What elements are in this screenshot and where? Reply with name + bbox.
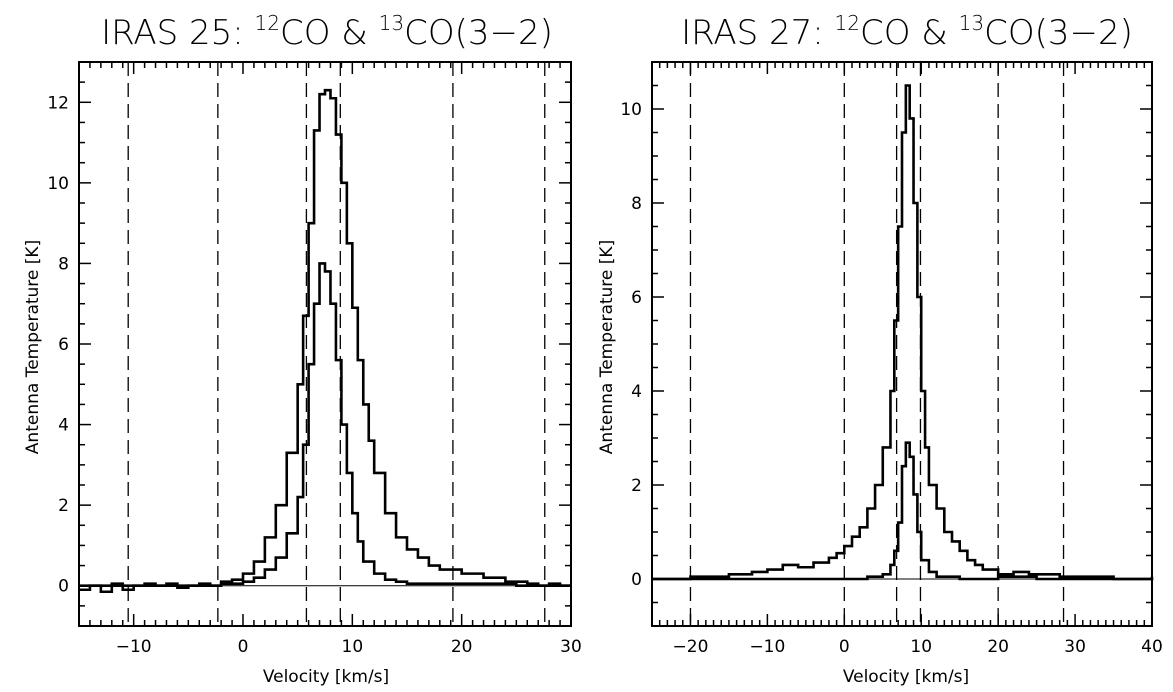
panel-iras-25: IRAS 25: 12CO & 13CO(3−2) −10 0 10 20 30 024… bbox=[23, 11, 582, 687]
spectrum-12co-line bbox=[79, 88, 571, 594]
title-isotope-12: 12 bbox=[255, 11, 280, 35]
title-isotope-13: 13 bbox=[959, 11, 984, 35]
title-isotope-13: 13 bbox=[379, 11, 404, 35]
y-tick-label: 8 bbox=[58, 254, 69, 274]
y-tick-label: 0 bbox=[631, 570, 642, 590]
title-molecule-1: CO & bbox=[860, 13, 959, 53]
spectrum-13co-line bbox=[79, 262, 571, 588]
y-tick-labels: 0 2 4 6 8 10 12 bbox=[47, 93, 69, 596]
x-tick-label: 10 bbox=[910, 637, 932, 657]
spectrum-12co-line bbox=[652, 84, 1154, 581]
y-tick-label: 12 bbox=[47, 93, 69, 113]
title-prefix: IRAS 25: bbox=[101, 13, 254, 53]
x-tick-label: 20 bbox=[987, 637, 1009, 657]
x-tick-label: 30 bbox=[560, 637, 582, 657]
x-tick-label: −10 bbox=[749, 637, 785, 657]
x-tick-label: 0 bbox=[839, 637, 850, 657]
y-axis-label: Antenna Temperature [K] bbox=[23, 240, 43, 454]
x-tick-label: 20 bbox=[451, 637, 473, 657]
x-tick-label: 30 bbox=[1064, 637, 1086, 657]
y-tick-labels: 0 2 4 6 8 10 bbox=[620, 100, 642, 590]
vertical-markers bbox=[689, 62, 1065, 626]
panel-title: IRAS 27: 12CO & 13CO(3−2) bbox=[681, 11, 1133, 53]
y-tick-label: 10 bbox=[620, 100, 642, 120]
title-molecule-2: CO(3−2) bbox=[984, 13, 1133, 53]
spectra bbox=[652, 84, 1154, 581]
x-tick-label: −20 bbox=[673, 637, 709, 657]
plot-frame bbox=[78, 61, 572, 627]
y-tick-label: 2 bbox=[58, 496, 69, 516]
panel-title: IRAS 25: 12CO & 13CO(3−2) bbox=[101, 11, 553, 53]
x-tick-label: 0 bbox=[238, 637, 249, 657]
title-prefix: IRAS 27: bbox=[681, 13, 834, 53]
panel-iras-27: IRAS 27: 12CO & 13CO(3−2) −20 −10 0 10 20 30 4… bbox=[597, 11, 1163, 687]
y-tick-label: 6 bbox=[631, 288, 642, 308]
y-tick-label: 6 bbox=[58, 335, 69, 355]
y-tick-label: 4 bbox=[631, 382, 642, 402]
x-tick-label: −10 bbox=[116, 637, 152, 657]
ticks bbox=[78, 61, 572, 627]
x-tick-label: 10 bbox=[342, 637, 364, 657]
ticks bbox=[651, 61, 1153, 627]
y-axis-label: Antenna Temperature [K] bbox=[597, 240, 617, 454]
y-tick-label: 4 bbox=[58, 416, 69, 436]
x-tick-label: 40 bbox=[1141, 637, 1163, 657]
y-tick-label: 0 bbox=[58, 577, 69, 597]
title-molecule-1: CO & bbox=[280, 13, 379, 53]
x-axis-label: Velocity [km/s] bbox=[843, 667, 969, 687]
y-tick-label: 2 bbox=[631, 476, 642, 496]
x-axis-label: Velocity [km/s] bbox=[263, 667, 389, 687]
x-tick-labels: −20 −10 0 10 20 30 40 bbox=[673, 637, 1163, 657]
y-tick-label: 8 bbox=[631, 194, 642, 214]
title-isotope-12: 12 bbox=[835, 11, 860, 35]
y-tick-label: 10 bbox=[47, 174, 69, 194]
title-molecule-2: CO(3−2) bbox=[404, 13, 553, 53]
spectrum-13co-line bbox=[652, 441, 1152, 581]
x-tick-labels: −10 0 10 20 30 bbox=[116, 637, 582, 657]
spectra bbox=[79, 88, 571, 594]
